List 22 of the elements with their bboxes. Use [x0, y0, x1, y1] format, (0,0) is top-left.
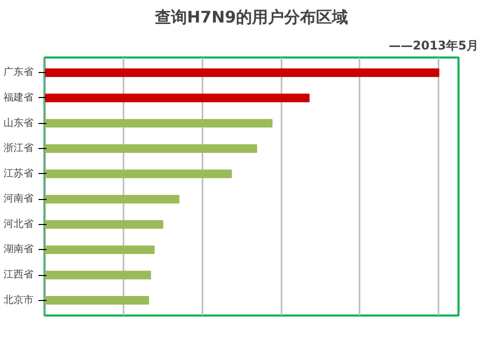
- y-tick-label: 江苏省: [4, 167, 34, 180]
- y-tick-label: 河北省: [4, 218, 34, 230]
- y-tick-label: 福建省: [4, 91, 34, 104]
- chart-subtitle: ——2013年5月: [388, 38, 478, 52]
- bar: [44, 245, 155, 254]
- y-tick-label: 湖南省: [4, 243, 34, 256]
- y-tick-label: 浙江省: [4, 142, 34, 154]
- y-tick-label: 广东省: [4, 66, 34, 78]
- bar: [44, 296, 150, 305]
- bar: [44, 118, 273, 128]
- bar: [44, 68, 440, 77]
- y-tick-label: 江西省: [4, 268, 34, 281]
- bar: [44, 194, 180, 204]
- y-tick-label: 山东省: [4, 116, 34, 129]
- bar: [44, 94, 310, 102]
- bar: [44, 144, 258, 153]
- y-tick-label: 北京市: [4, 294, 34, 306]
- bar: [44, 170, 232, 178]
- y-tick-label: 河南省: [4, 192, 34, 205]
- chart-title: 查询H7N9的用户分布区域: [154, 8, 348, 26]
- bar: [44, 220, 164, 229]
- bar: [44, 270, 152, 280]
